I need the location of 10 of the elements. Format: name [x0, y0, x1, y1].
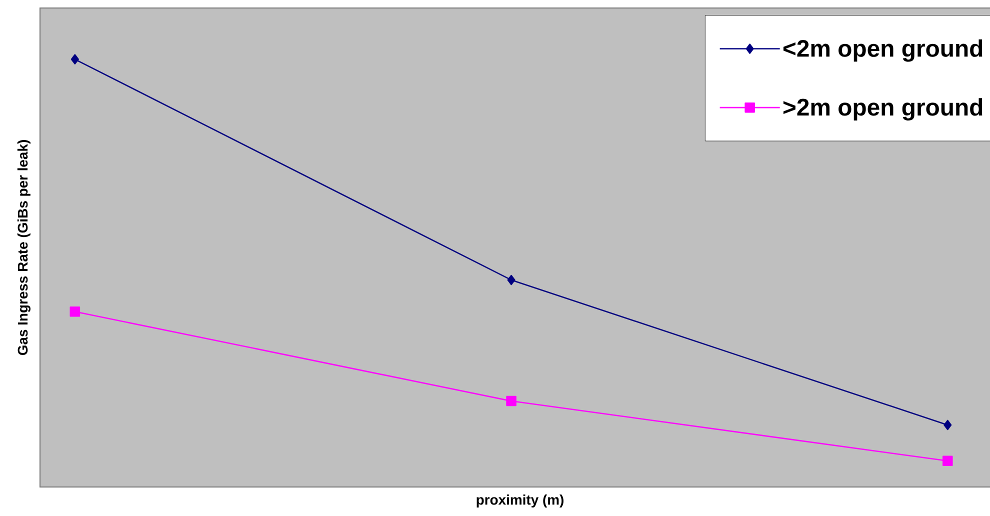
y-axis-title: Gas Ingress Rate (GiBs per leak)	[17, 140, 30, 356]
point	[944, 420, 952, 430]
point	[506, 396, 516, 406]
legend-label: <2m open ground	[783, 39, 982, 62]
point	[507, 274, 516, 286]
point	[70, 54, 79, 64]
point	[942, 456, 953, 466]
point	[70, 306, 80, 317]
legend-label: >2m open ground	[783, 98, 982, 121]
x-axis-title: proximity (m)	[476, 494, 564, 508]
